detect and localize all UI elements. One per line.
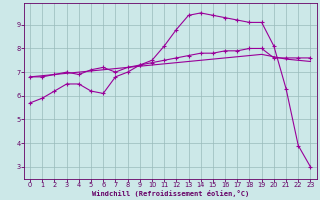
X-axis label: Windchill (Refroidissement éolien,°C): Windchill (Refroidissement éolien,°C)	[92, 190, 249, 197]
